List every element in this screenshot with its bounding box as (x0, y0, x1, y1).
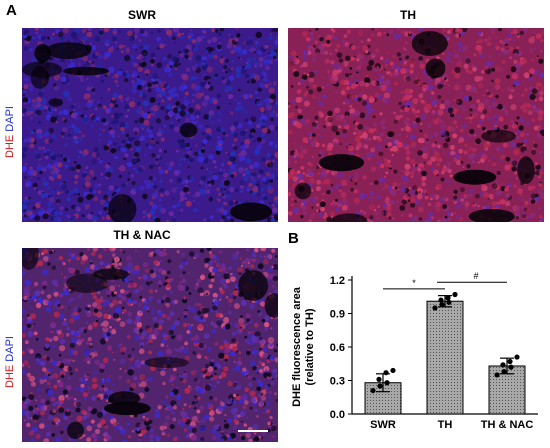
data-point (508, 364, 514, 370)
image-title-swr: SWR (128, 8, 156, 22)
stain-label-bottom: DHE DAPI (4, 336, 16, 388)
micrograph-th (288, 28, 544, 222)
y-tick-label: 0.3 (330, 376, 345, 388)
y-tick-label: 0.6 (330, 342, 345, 354)
data-point (446, 299, 452, 305)
dapi-label: DAPI (4, 106, 16, 132)
panel-a-letter: A (6, 2, 17, 19)
significance-star: * (412, 278, 416, 288)
data-point (439, 301, 445, 308)
data-point (370, 387, 376, 394)
y-tick-label: 1.2 (330, 275, 345, 287)
micrograph-texture (288, 28, 544, 222)
y-axis-label-line1: DHE fluorescence area (291, 286, 303, 407)
data-point (384, 380, 390, 386)
data-point (390, 367, 396, 374)
x-tick-label: TH & NAC (481, 419, 534, 431)
dhe-label: DHE (4, 134, 16, 158)
bar-th (426, 300, 464, 415)
data-point (432, 305, 438, 311)
data-point (514, 354, 520, 360)
x-tick-label: SWR (370, 419, 396, 431)
y-axis-label-line2: (relative to TH) (304, 308, 316, 385)
micrograph-texture (22, 248, 278, 442)
data-point (438, 297, 444, 303)
data-point (501, 368, 507, 375)
data-point (383, 370, 389, 376)
data-point (452, 291, 458, 298)
image-title-th: TH (400, 8, 416, 22)
scale-bar (238, 430, 268, 432)
dhe-label: DHE (4, 364, 16, 388)
data-point (494, 372, 500, 378)
data-point (500, 362, 506, 368)
data-point (445, 295, 451, 301)
dapi-label: DAPI (4, 336, 16, 362)
stain-label-top: DHE DAPI (4, 106, 16, 158)
micrograph-th-nac (22, 248, 278, 442)
significance-hash: # (473, 271, 478, 281)
data-point (376, 376, 382, 382)
x-tick-label: TH (438, 419, 453, 431)
image-title-th-nac: TH & NAC (113, 228, 171, 242)
data-point (507, 358, 513, 365)
micrograph-texture (22, 28, 278, 222)
data-point (377, 383, 383, 389)
y-tick-label: 0.0 (330, 409, 345, 421)
panel-b-letter: B (288, 230, 299, 247)
micrograph-swr (22, 28, 278, 222)
dhe-bar-chart: DHE fluorescence area (relative to TH) 0… (291, 271, 538, 431)
y-tick-label: 0.9 (330, 309, 345, 321)
y-axis-label: DHE fluorescence area (relative to TH) (291, 286, 316, 407)
